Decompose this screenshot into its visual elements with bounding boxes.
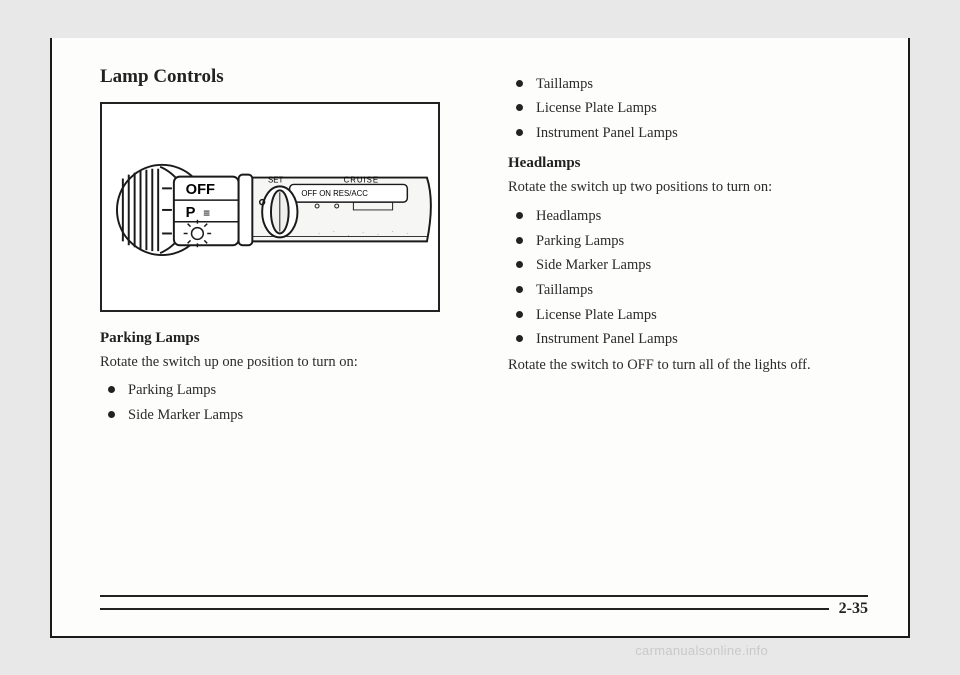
list-item: Taillamps xyxy=(514,72,868,97)
headlamps-list: Headlamps Parking Lamps Side Marker Lamp… xyxy=(508,204,868,352)
parking-lamps-heading: Parking Lamps xyxy=(100,330,460,347)
list-item: Side Marker Lamps xyxy=(106,403,460,428)
dial-label-p: P xyxy=(186,204,196,220)
list-item: License Plate Lamps xyxy=(514,303,868,328)
list-item: Instrument Panel Lamps xyxy=(514,327,868,352)
list-item: Taillamps xyxy=(514,278,868,303)
headlamps-intro: Rotate the switch up two positions to tu… xyxy=(508,178,868,198)
dial-label-off: OFF xyxy=(186,182,215,198)
list-item: Side Marker Lamps xyxy=(514,253,868,278)
list-item: Parking Lamps xyxy=(514,229,868,254)
parking-lamps-intro: Rotate the switch up one position to tur… xyxy=(100,353,460,373)
list-item: Instrument Panel Lamps xyxy=(514,121,868,146)
section-title: Lamp Controls xyxy=(100,66,460,88)
lamp-control-illustration: SET CRUISE OFF ON RES/ACC xyxy=(100,102,440,312)
continued-list: Taillamps License Plate Lamps Instrument… xyxy=(508,72,868,146)
content-columns: Lamp Controls SET CRUISE O xyxy=(100,66,868,595)
list-item: Parking Lamps xyxy=(106,378,460,403)
list-item: Headlamps xyxy=(514,204,868,229)
page-footer: 2-35 xyxy=(100,595,868,618)
footer-rule xyxy=(100,608,829,610)
list-item: License Plate Lamps xyxy=(514,96,868,121)
svg-text:≡: ≡ xyxy=(203,206,210,219)
stalk-diagram-svg: SET CRUISE OFF ON RES/ACC xyxy=(102,104,438,310)
headlamps-heading: Headlamps xyxy=(508,155,868,172)
page-number: 2-35 xyxy=(839,600,868,618)
headlamps-outro: Rotate the switch to OFF to turn all of … xyxy=(508,356,868,376)
watermark-text: carmanualsonline.info xyxy=(635,643,768,658)
footer-rule xyxy=(100,595,868,597)
label-set: SET xyxy=(268,175,283,184)
label-switch: OFF ON RES/ACC xyxy=(301,189,368,198)
manual-page: Lamp Controls SET CRUISE O xyxy=(50,38,910,638)
parking-lamps-list: Parking Lamps Side Marker Lamps xyxy=(100,378,460,427)
left-column: Lamp Controls SET CRUISE O xyxy=(100,66,460,595)
right-column: Taillamps License Plate Lamps Instrument… xyxy=(508,66,868,595)
label-cruise: CRUISE xyxy=(344,175,379,184)
